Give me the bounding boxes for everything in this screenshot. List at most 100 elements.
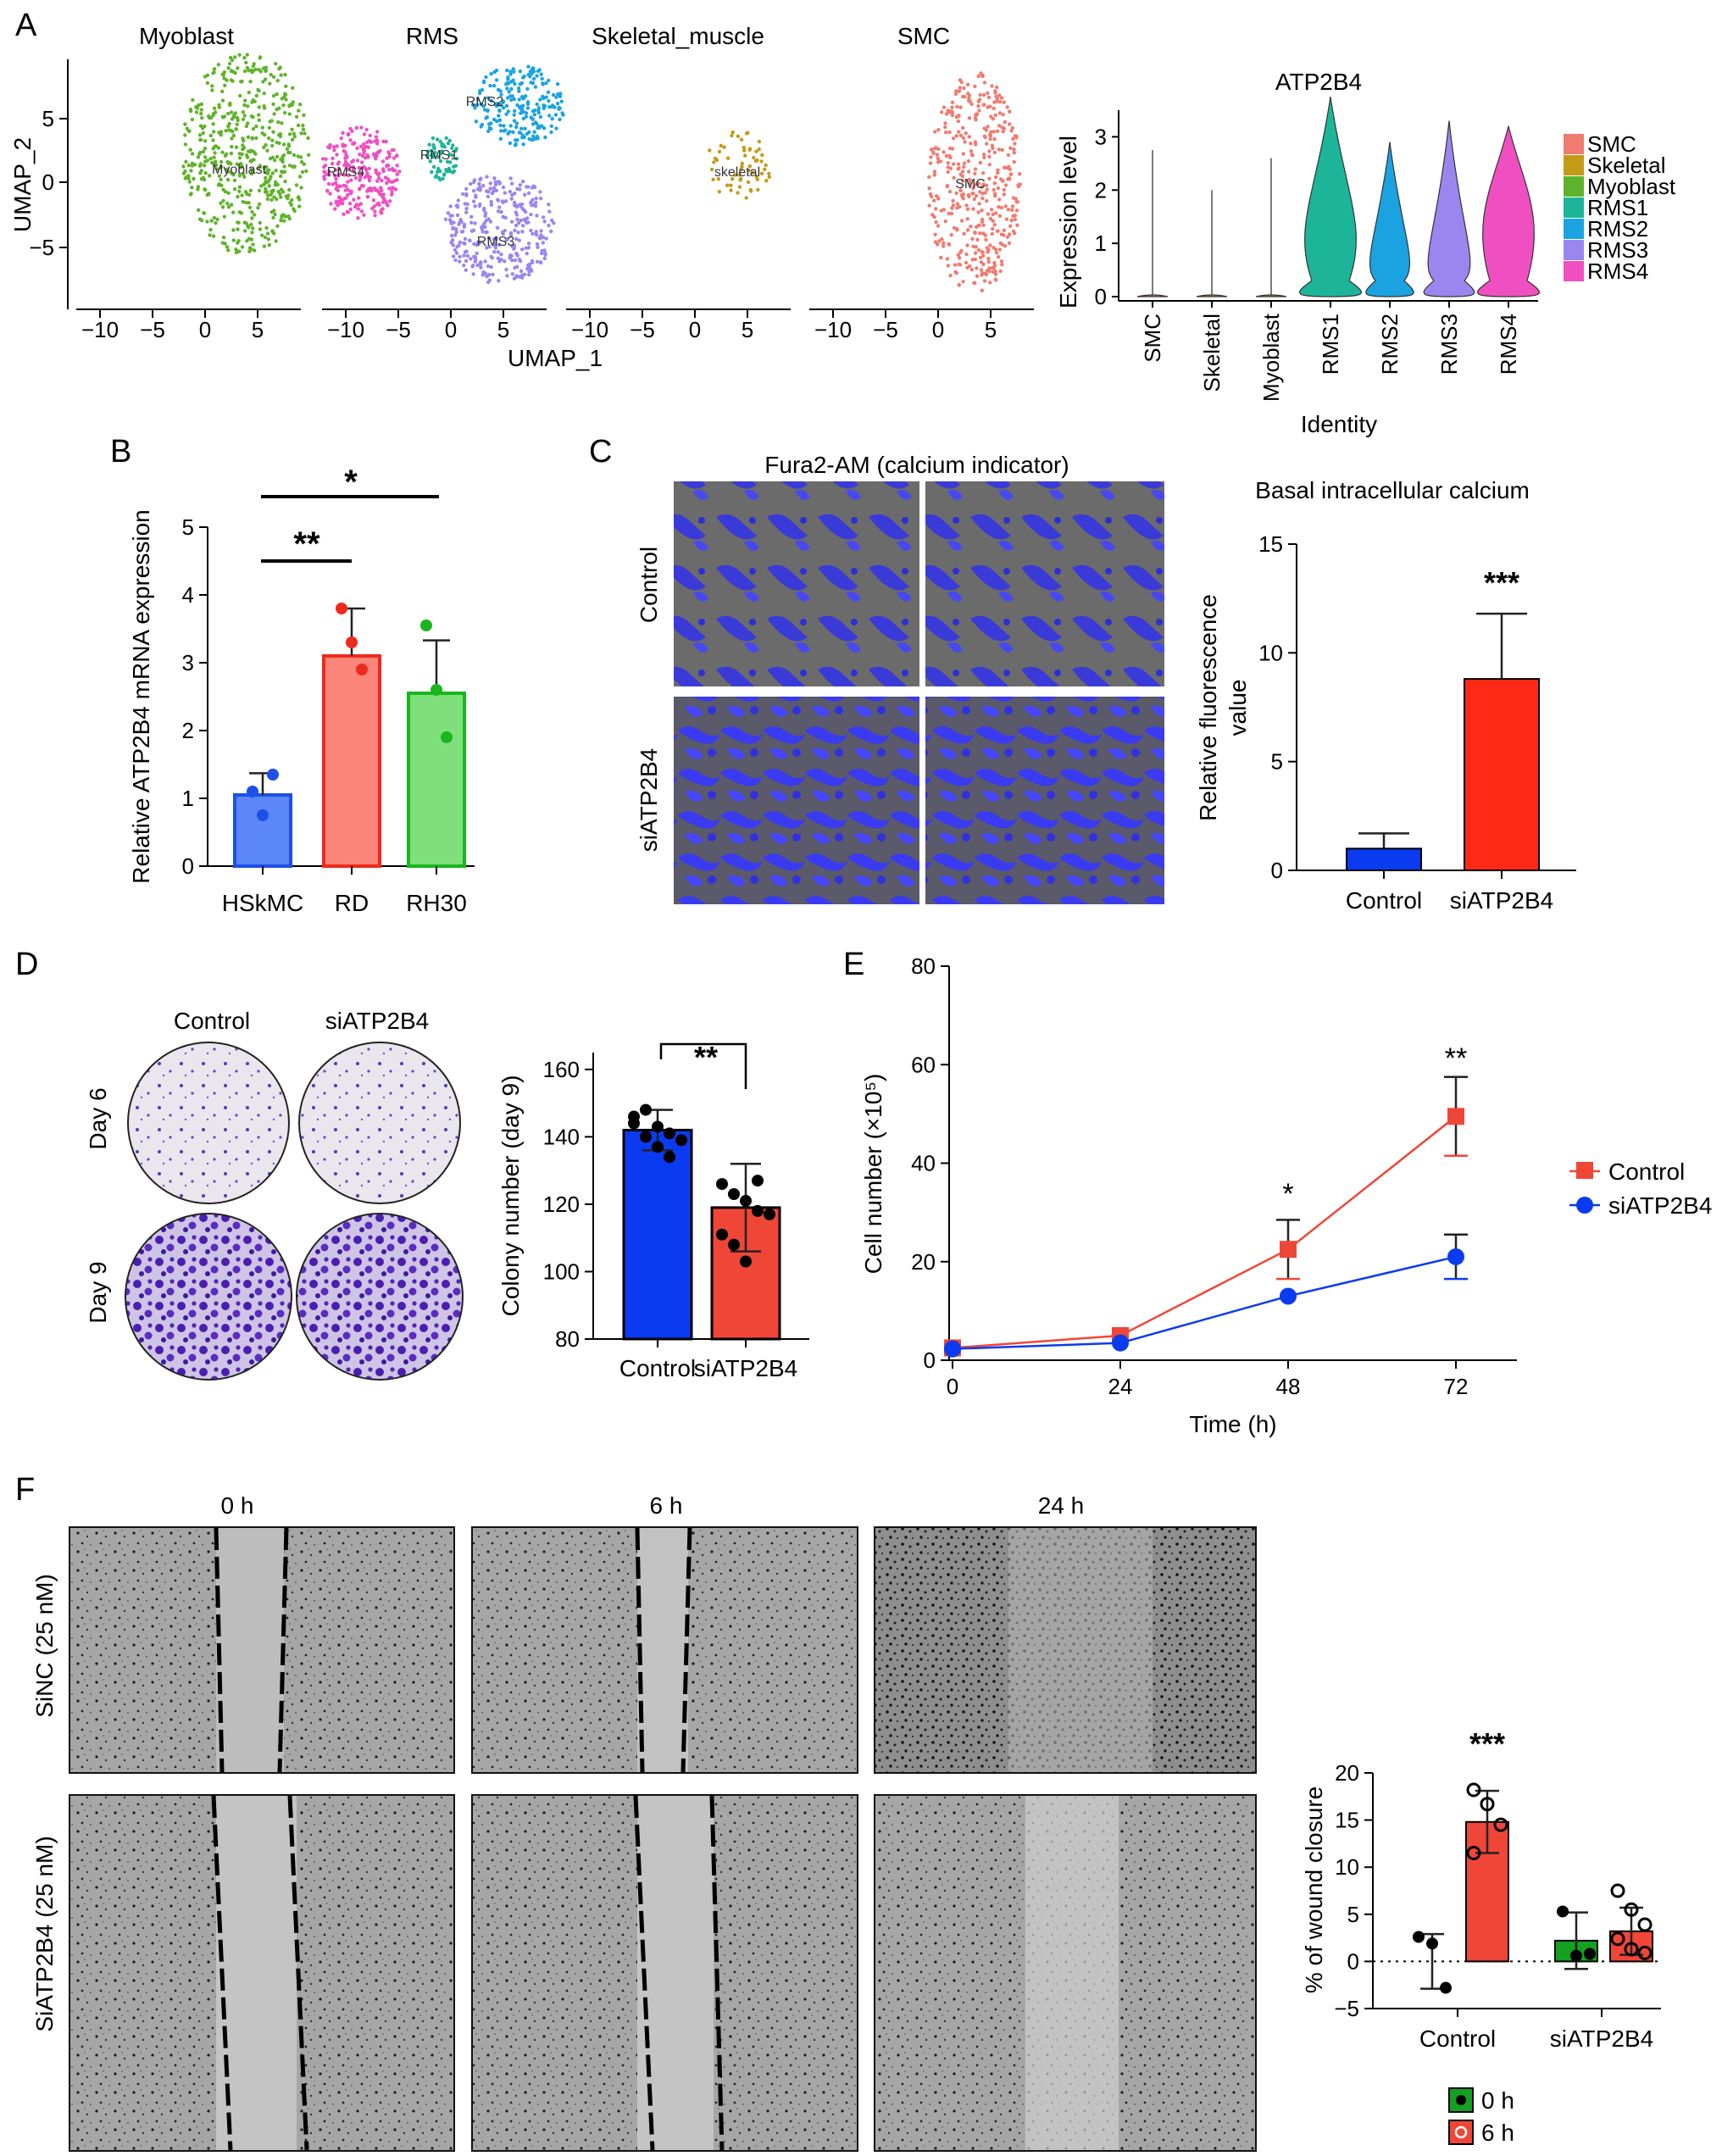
umap-cell-point <box>543 253 547 257</box>
umap-cell-point <box>965 228 970 232</box>
umap-cell-point <box>446 141 451 146</box>
umap-cell-point <box>514 274 519 278</box>
umap-cell-point <box>275 92 279 97</box>
umap-cell-point <box>717 149 722 154</box>
umap-cell-point <box>984 272 989 277</box>
umap-cell-point <box>474 193 478 197</box>
umap-cell-point <box>1002 192 1007 197</box>
umap-cell-point <box>503 199 508 203</box>
umap-cell-point <box>196 187 200 192</box>
umap-cell-point <box>276 120 281 125</box>
umap-cell-point <box>958 105 963 109</box>
umap-cell-point <box>491 272 495 277</box>
umap-cell-point <box>203 187 208 192</box>
umap-cell-point <box>513 81 517 86</box>
umap-cell-point <box>973 257 978 262</box>
e-x-tick-label: 48 <box>1276 1374 1301 1399</box>
umap-cell-point <box>1015 200 1020 204</box>
umap-cell-point <box>1011 136 1015 142</box>
umap-cell-point <box>537 125 542 130</box>
umap-cell-point <box>539 233 543 237</box>
chart-f: −5 0 5 10 15 20 0 h 6 h Control siATP2B4 % of woun… <box>1301 1726 1661 2146</box>
umap-cell-point <box>302 162 306 166</box>
umap-cell-point <box>185 126 189 131</box>
umap-cell-point <box>958 204 962 209</box>
umap-cell-point <box>231 238 236 242</box>
umap-cell-point <box>386 164 391 168</box>
umap-x-tick-label: −10 <box>81 317 119 342</box>
violin-legend-swatch <box>1564 261 1584 281</box>
umap-cell-point <box>554 126 558 131</box>
umap-cell-point <box>256 206 260 210</box>
umap-cell-point <box>367 178 372 183</box>
umap-cell-point <box>980 185 984 189</box>
umap-cell-point <box>205 73 210 78</box>
umap-cell-point <box>1007 232 1012 236</box>
umap-cell-point <box>297 195 301 199</box>
f-y-tick-label: −5 <box>1334 1996 1359 2021</box>
umap-cell-point <box>496 250 501 254</box>
umap-cell-point <box>210 84 214 88</box>
d-data-point <box>628 1117 640 1130</box>
umap-panels: Myoblast RMS Skeletal_muscle SMC UMAP_2 … <box>9 23 1034 371</box>
umap-cell-point <box>240 79 244 84</box>
umap-cell-point <box>456 198 460 203</box>
umap-cell-point <box>360 153 365 158</box>
umap-cell-point <box>231 210 236 214</box>
umap-cell-point <box>506 75 510 80</box>
umap-cell-point <box>463 202 467 206</box>
umap-cell-point <box>512 113 516 117</box>
umap-cell-point <box>994 94 998 99</box>
umap-cell-point <box>435 137 440 142</box>
umap-cell-point <box>1016 183 1020 187</box>
umap-cell-point <box>550 103 555 108</box>
umap-cell-point <box>542 219 547 224</box>
umap-cell-point <box>353 175 358 181</box>
umap-cell-point <box>243 98 247 103</box>
umap-cell-point <box>380 188 384 192</box>
umap-cell-point <box>518 187 522 192</box>
umap-cell-point <box>250 216 254 220</box>
umap-cell-point <box>981 103 986 108</box>
umap-cell-point <box>979 268 984 272</box>
umap-cell-point <box>486 236 492 241</box>
umap-cell-point <box>503 259 507 264</box>
colony-plate-siatp2b4-day6 <box>298 1042 461 1204</box>
umap-cell-point <box>235 162 239 166</box>
umap-cell-point <box>980 74 985 79</box>
umap-cell-point <box>447 218 453 222</box>
umap-cell-point <box>220 98 225 103</box>
chart-c: 0 5 10 15 Control siATP2B4 Relative fluorescen… <box>1195 531 1576 914</box>
umap-cell-point <box>527 269 531 274</box>
umap-cell-point <box>950 147 955 151</box>
umap-cell-point <box>469 181 473 186</box>
umap-cell-point <box>964 252 969 257</box>
umap-cell-point <box>245 53 249 57</box>
umap-cell-point <box>427 142 431 147</box>
b-data-point <box>346 636 358 648</box>
umap-cell-point <box>445 159 450 164</box>
umap-cell-point <box>514 125 519 130</box>
umap-cell-point <box>517 97 521 102</box>
umap-cell-point <box>538 260 543 264</box>
umap-cell-point <box>534 200 538 205</box>
umap-cell-point <box>214 163 219 167</box>
umap-cell-point <box>425 155 430 159</box>
umap-cell-point <box>507 90 511 94</box>
e-legend-label: siATP2B4 <box>1608 1192 1712 1219</box>
umap-cell-point <box>280 169 284 174</box>
umap-cell-point <box>464 207 469 211</box>
umap-titles: Myoblast RMS Skeletal_muscle SMC <box>139 23 950 49</box>
umap-cell-point <box>981 92 986 97</box>
wound-edge-line <box>709 1795 725 2151</box>
umap-cell-point <box>369 140 374 144</box>
umap-cell-point <box>716 177 720 181</box>
umap-cell-point <box>381 167 386 171</box>
umap-cell-point <box>184 159 188 164</box>
umap-cell-point <box>346 192 350 197</box>
umap-cell-point <box>364 127 369 132</box>
umap-cell-point <box>477 203 482 208</box>
umap-cell-point <box>325 188 330 193</box>
f-data-point-6h <box>1610 1931 1625 1947</box>
umap-cell-point <box>438 169 442 174</box>
